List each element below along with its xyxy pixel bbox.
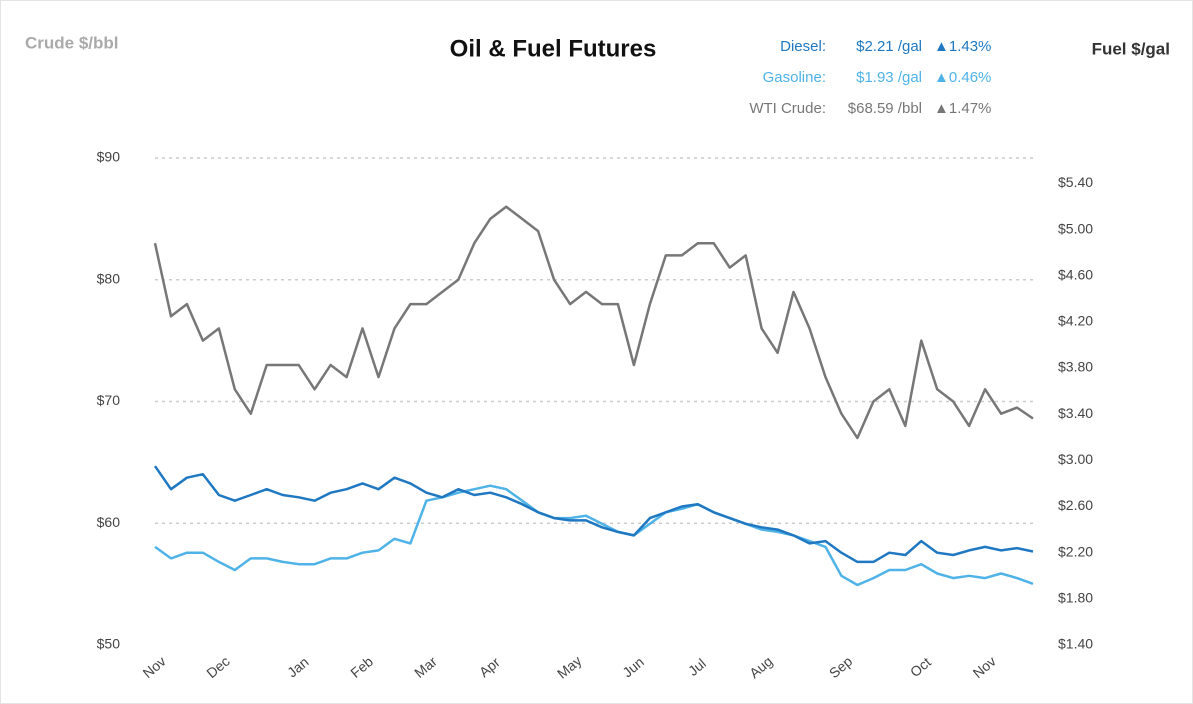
legend-price: $68.59 /bbl xyxy=(848,100,922,117)
y-tick-label: $50 xyxy=(97,636,121,652)
y2-tick-label: $4.60 xyxy=(1058,266,1093,282)
legend-name: Diesel: xyxy=(780,38,826,55)
series-line xyxy=(153,465,1034,564)
chart-title: Oil & Fuel Futures xyxy=(450,35,657,62)
y2-tick-label: $2.60 xyxy=(1058,497,1093,513)
legend-name: Gasoline: xyxy=(763,69,826,86)
legend-change: ▲0.46% xyxy=(934,69,991,86)
y-tick-label: $80 xyxy=(97,270,121,286)
legend-change: ▲1.47% xyxy=(934,100,991,117)
y2-axis-label: Fuel $/gal xyxy=(1092,39,1170,58)
legend-price: $2.21 /gal xyxy=(856,38,922,55)
y-axis-label: Crude $/bbl xyxy=(25,33,119,52)
y-tick-label: $60 xyxy=(97,514,121,530)
series-line xyxy=(153,205,1034,440)
y2-tick-label: $1.80 xyxy=(1058,590,1093,606)
legend-name: WTI Crude: xyxy=(749,100,826,117)
y2-tick-label: $5.40 xyxy=(1058,174,1093,190)
legend-change: ▲1.43% xyxy=(934,38,991,55)
y2-tick-label: $2.20 xyxy=(1058,543,1093,559)
y2-tick-label: $1.40 xyxy=(1058,636,1093,652)
y2-tick-label: $5.00 xyxy=(1058,220,1093,236)
y2-tick-label: $3.40 xyxy=(1058,405,1093,421)
y2-tick-label: $3.80 xyxy=(1058,359,1093,375)
y2-tick-label: $4.20 xyxy=(1058,313,1093,329)
y-tick-label: $70 xyxy=(97,392,121,408)
y2-tick-label: $3.00 xyxy=(1058,451,1093,467)
series-line xyxy=(154,484,1034,587)
y-tick-label: $90 xyxy=(97,149,121,165)
legend-price: $1.93 /gal xyxy=(856,69,922,86)
